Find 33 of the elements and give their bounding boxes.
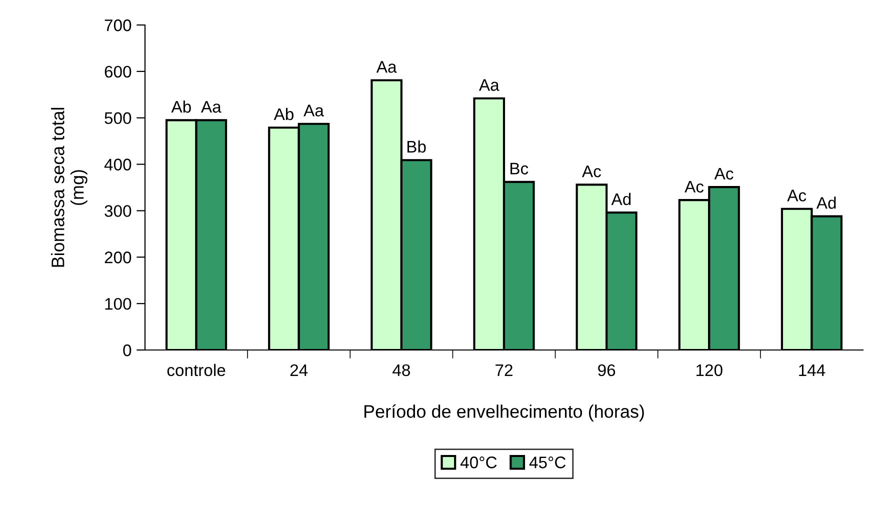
x-tick-label: 24 [290,364,308,376]
x-axis-title: Período de envelhecimento (horas) [364,404,644,422]
y-tick-label: 100 [105,298,132,310]
legend-label: 45°C [529,456,566,468]
data-label: Ab [274,108,294,120]
data-label: Ad [816,196,836,209]
y-tick-label: 400 [104,158,132,170]
x-tick-label: 48 [392,364,410,376]
data-label: Ac [787,190,806,202]
data-label: Aa [304,104,324,116]
data-label: Aa [201,101,222,113]
y-tick-label: 200 [104,252,132,264]
data-label: Bb [407,140,426,153]
data-label: Bc [510,162,528,174]
y-tick-label: 700 [104,19,132,32]
x-tick-label: controle [167,364,226,376]
x-tick-label: 144 [799,364,826,376]
y-tick-label: 300 [104,205,132,217]
x-tick-label: 120 [696,364,722,376]
x-tick-label: 96 [598,364,616,376]
data-label: Aa [376,61,397,73]
data-label: Aa [478,79,500,91]
y-tick-label: 0 [123,344,132,356]
y-axis-title: Biomassa seca total (mg) [51,108,88,267]
y-tick-label: 600 [104,66,132,78]
data-label: Ad [611,192,631,206]
legend-label: 40°C [460,456,497,468]
data-label: Ac [684,180,704,193]
data-label: Ab [171,100,191,113]
data-label: Ac [714,168,734,180]
data-label: Ac [582,166,601,178]
x-tick-label: 72 [496,364,512,376]
y-tick-label: 500 [104,112,132,124]
